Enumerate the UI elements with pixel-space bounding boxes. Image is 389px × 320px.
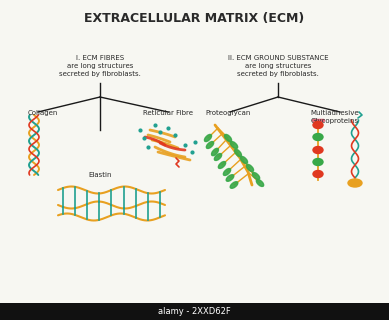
Bar: [0, 303, 389, 320]
Text: Elastin: Elastin: [88, 172, 112, 178]
Ellipse shape: [247, 164, 254, 172]
Ellipse shape: [214, 154, 222, 160]
Ellipse shape: [226, 175, 234, 181]
Ellipse shape: [218, 162, 226, 168]
Ellipse shape: [313, 158, 323, 165]
Text: I. ECM FIBRES
are long structures
secreted by fibroblasts.: I. ECM FIBRES are long structures secret…: [59, 55, 141, 77]
Ellipse shape: [313, 133, 323, 140]
Ellipse shape: [212, 148, 219, 156]
Ellipse shape: [252, 172, 260, 180]
Text: Proteoglycan: Proteoglycan: [205, 110, 251, 116]
Ellipse shape: [256, 180, 264, 187]
Text: Collagen: Collagen: [28, 110, 58, 116]
Ellipse shape: [240, 156, 247, 164]
Ellipse shape: [223, 169, 231, 175]
Ellipse shape: [230, 141, 238, 148]
Ellipse shape: [313, 122, 323, 129]
Ellipse shape: [313, 171, 323, 178]
Text: Reticular Fibre: Reticular Fibre: [143, 110, 193, 116]
Ellipse shape: [313, 147, 323, 154]
Text: II. ECM GROUND SUBSTANCE
are long structures
secreted by fibroblasts.: II. ECM GROUND SUBSTANCE are long struct…: [228, 55, 328, 77]
Text: Multiadhesive
Glycoproteins: Multiadhesive Glycoproteins: [311, 110, 359, 124]
Ellipse shape: [206, 141, 214, 148]
Ellipse shape: [205, 134, 212, 141]
Ellipse shape: [224, 134, 231, 141]
Ellipse shape: [235, 149, 242, 157]
Text: alamy - 2XXD62F: alamy - 2XXD62F: [158, 307, 230, 316]
Ellipse shape: [230, 182, 238, 188]
Text: EXTRACELLULAR MATRIX (ECM): EXTRACELLULAR MATRIX (ECM): [84, 12, 304, 25]
Ellipse shape: [348, 179, 362, 187]
